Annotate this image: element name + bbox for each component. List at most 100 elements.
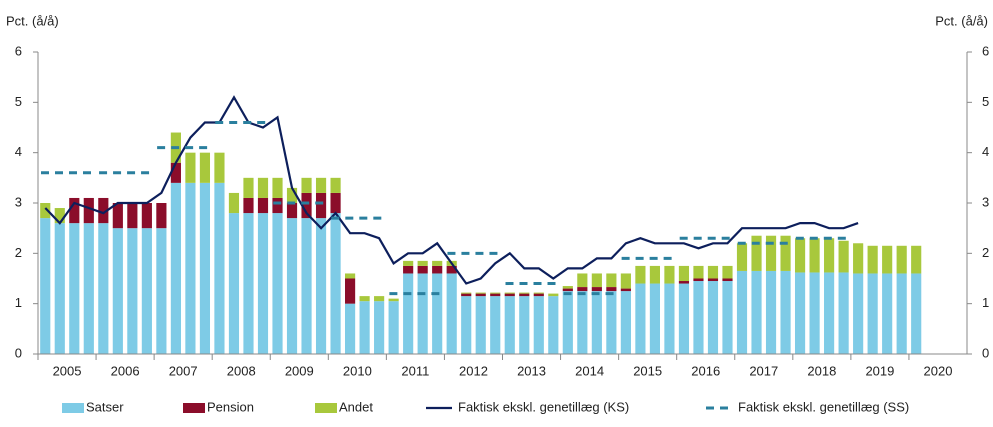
bar-segment <box>475 293 486 297</box>
x-tick-label: 2007 <box>169 363 198 378</box>
bar-segment <box>257 213 269 354</box>
bar-segment <box>286 187 298 203</box>
y-tick-label: 2 <box>15 245 22 260</box>
bar-segment <box>722 278 733 282</box>
bar-segment <box>838 272 849 354</box>
bar-segment <box>199 152 211 183</box>
bar-segment <box>301 177 312 193</box>
y-tick-label: 0 <box>15 345 22 360</box>
bar-segment <box>736 243 748 271</box>
bar-segment <box>882 245 893 274</box>
bar-segment <box>461 296 472 354</box>
legend-label: Faktisk ekskl. genetillæg (SS) <box>738 399 909 414</box>
bar-segment <box>272 213 283 354</box>
bar-segment <box>475 296 486 354</box>
legend-swatch <box>315 403 337 413</box>
bar-segment <box>345 273 356 279</box>
bar-segment <box>664 265 675 284</box>
bar-segment <box>345 303 356 354</box>
bar-segment <box>577 273 588 288</box>
bar-segment <box>751 235 762 271</box>
bar-segment <box>403 273 414 354</box>
bar-segment <box>620 273 631 289</box>
bar-segment <box>403 265 414 274</box>
bar-segment <box>112 203 123 229</box>
bar-segment <box>606 287 617 292</box>
legend-swatch <box>62 403 84 413</box>
bar-segment <box>548 296 559 354</box>
legend-label: Faktisk ekskl. genetillæg (KS) <box>458 399 629 414</box>
bar-segment <box>693 281 704 354</box>
bar-segment <box>272 197 283 214</box>
legend-label: Andet <box>339 399 373 414</box>
x-tick-label: 2015 <box>633 363 662 378</box>
y2-tick-label: 4 <box>982 144 989 159</box>
bar-segment <box>214 182 225 354</box>
bar-segment <box>765 235 777 271</box>
bar-segment <box>490 293 501 297</box>
bar-segment <box>882 273 893 354</box>
bar-segment <box>54 223 65 354</box>
bar-segment <box>577 291 588 354</box>
bar-segment <box>504 292 515 294</box>
bar-segment <box>780 270 791 354</box>
legend-label: Pension <box>207 399 254 414</box>
bar-segment <box>794 272 806 354</box>
bar-segment <box>562 288 573 292</box>
bar-segment <box>199 182 211 354</box>
bar-segment <box>678 283 690 354</box>
bar-segment <box>504 296 515 354</box>
bar-segment <box>678 281 690 284</box>
bar-segment <box>330 213 341 354</box>
bar-segment <box>228 192 240 214</box>
bar-segment <box>432 273 443 354</box>
bar-segment <box>838 240 849 273</box>
bar-segment <box>330 177 341 193</box>
bar-segment <box>736 270 748 354</box>
bar-segment <box>475 292 486 294</box>
bar-segment <box>722 281 733 354</box>
bar-segment <box>228 213 240 354</box>
bar-segment <box>649 265 660 284</box>
x-tick-label: 2014 <box>575 363 604 378</box>
bar-segment <box>403 260 414 266</box>
y2-tick-label: 6 <box>982 43 989 58</box>
y2-tick-label: 5 <box>982 94 989 109</box>
x-tick-label: 2009 <box>285 363 314 378</box>
bar-segment <box>446 273 457 354</box>
bar-segment <box>170 182 181 354</box>
bar-segment <box>649 283 660 354</box>
bar-segment <box>417 260 428 266</box>
x-tick-label: 2008 <box>227 363 256 378</box>
bar-segment <box>286 218 298 354</box>
bar-segment <box>141 228 152 354</box>
bar-segment <box>98 197 109 224</box>
bar-segment <box>824 238 835 273</box>
bar-segment <box>548 293 559 297</box>
y-tick-label: 3 <box>15 194 22 209</box>
bar-segment <box>707 278 719 282</box>
bar-segment <box>446 265 457 274</box>
bar-segment <box>620 288 631 292</box>
bar-segment <box>911 273 922 354</box>
bar-segment <box>417 273 428 354</box>
bar-segment <box>257 197 269 214</box>
bar-segment <box>794 238 806 273</box>
y-tick-label: 4 <box>15 144 22 159</box>
bar-segment <box>606 273 617 288</box>
x-tick-label: 2011 <box>401 363 429 378</box>
bar-segment <box>69 223 80 354</box>
y2-tick-label: 3 <box>982 194 989 209</box>
bar-segment <box>83 223 94 354</box>
y2-tick-label: 2 <box>982 245 989 260</box>
bar-segment <box>345 278 356 304</box>
bar-segment <box>606 291 617 354</box>
bar-segment <box>765 270 777 354</box>
bar-segment <box>620 291 631 354</box>
bar-segment <box>69 197 80 224</box>
bar-segment <box>896 245 907 274</box>
bar-segment <box>533 292 544 294</box>
bar-segment <box>243 197 254 214</box>
bar-segment <box>156 228 167 354</box>
bar-segment <box>562 286 573 289</box>
